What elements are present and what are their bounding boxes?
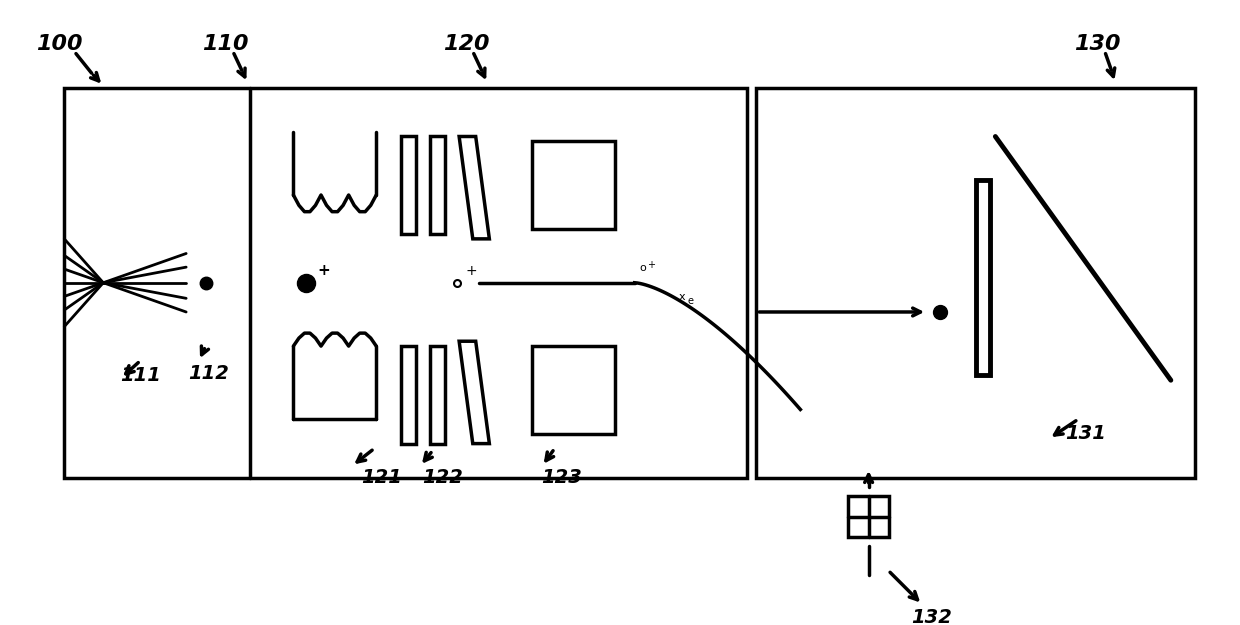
- Text: 110: 110: [202, 34, 248, 54]
- Bar: [532, 141, 615, 229]
- Text: 120: 120: [443, 34, 490, 54]
- Bar: [401, 346, 417, 444]
- Text: +: +: [466, 264, 477, 278]
- Text: +: +: [317, 263, 331, 278]
- Text: +: +: [647, 260, 655, 270]
- Text: 121: 121: [361, 468, 402, 488]
- Text: 132: 132: [911, 608, 952, 625]
- Text: 122: 122: [422, 468, 463, 488]
- Bar: [430, 136, 445, 234]
- Text: 131: 131: [1065, 424, 1106, 443]
- Bar: [976, 181, 990, 376]
- Text: 123: 123: [541, 468, 582, 488]
- Text: e: e: [687, 296, 693, 306]
- Text: 130: 130: [1075, 34, 1121, 54]
- Bar: [430, 346, 445, 444]
- Bar: [64, 88, 746, 478]
- Bar: [532, 346, 615, 434]
- Text: o: o: [640, 263, 646, 273]
- Text: 100: 100: [36, 34, 83, 54]
- Bar: [756, 88, 1195, 478]
- Text: 112: 112: [188, 364, 229, 383]
- Bar: [848, 496, 889, 538]
- Bar: [976, 181, 990, 376]
- Bar: [401, 136, 417, 234]
- Text: 111: 111: [120, 366, 161, 385]
- Text: x: x: [678, 292, 686, 302]
